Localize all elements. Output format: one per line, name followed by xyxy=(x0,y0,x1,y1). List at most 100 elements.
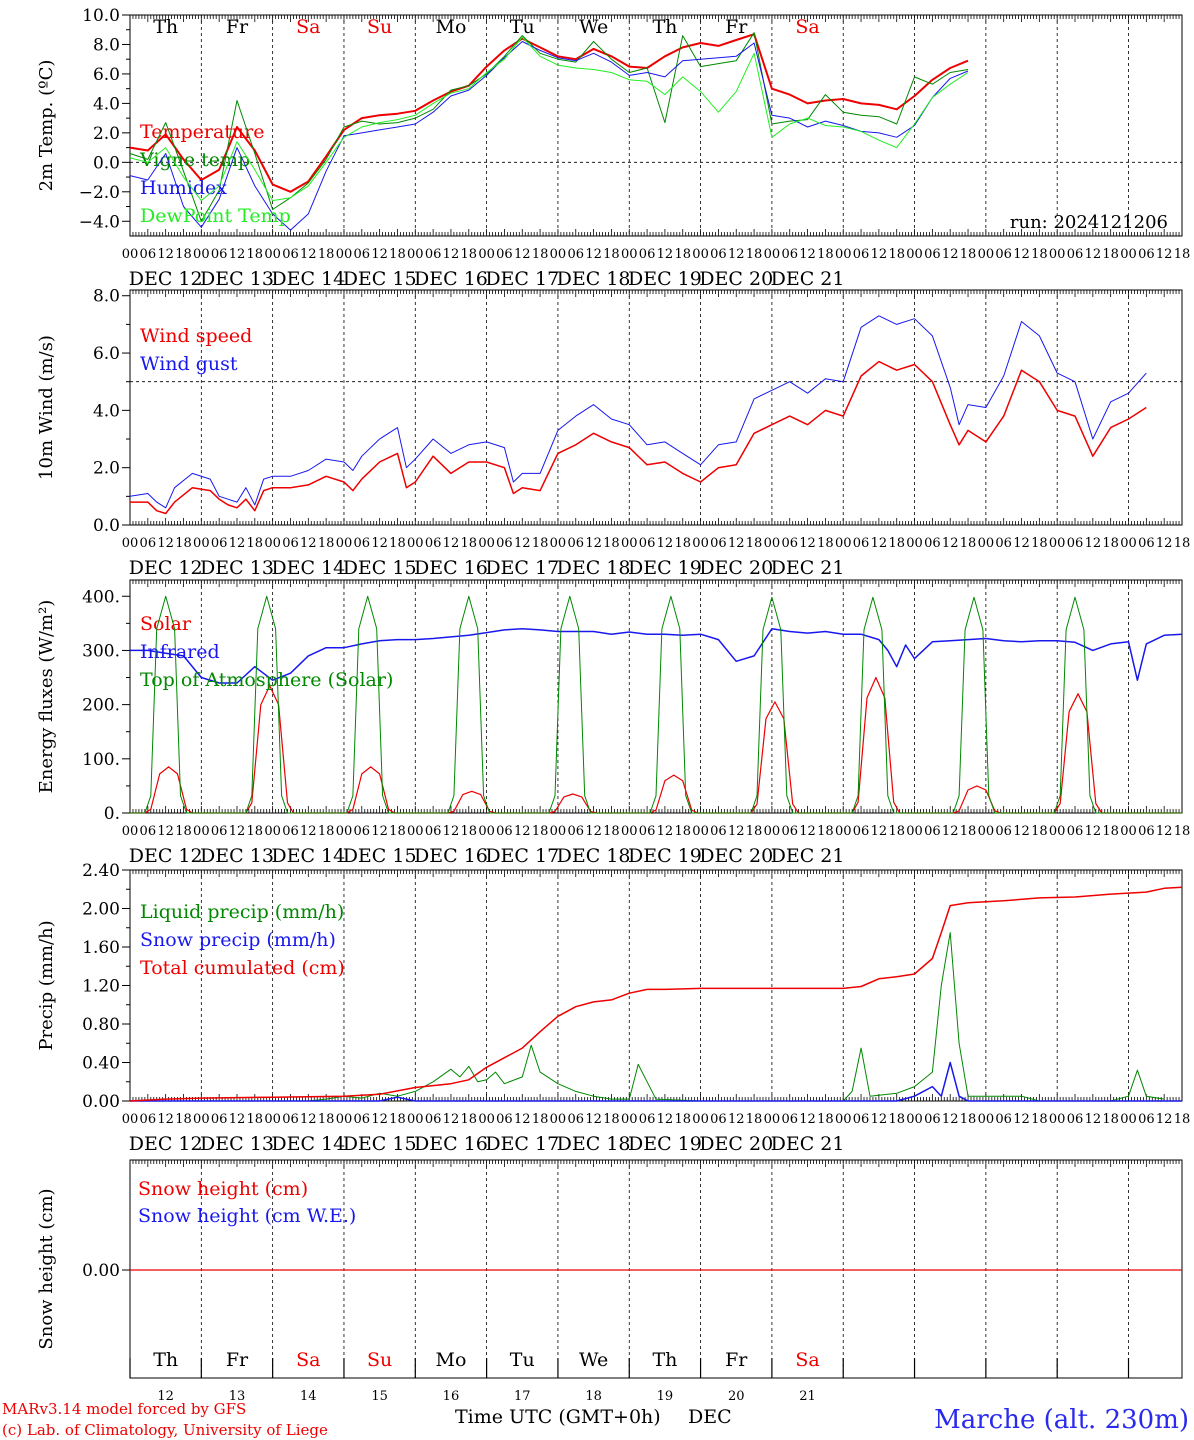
hour-tick-label: 00 xyxy=(407,247,424,262)
hour-tick-label: 06 xyxy=(211,536,228,551)
hour-tick-label: 18 xyxy=(603,247,620,262)
hour-tick-label: 12 xyxy=(1013,824,1030,839)
day-number-label: 20 xyxy=(728,1389,745,1404)
hour-tick-label: 06 xyxy=(853,247,870,262)
hour-tick-label: 18 xyxy=(461,247,478,262)
hour-tick-label: 00 xyxy=(122,247,139,262)
hour-tick-label: 06 xyxy=(282,247,299,262)
hour-tick-label: 00 xyxy=(550,247,567,262)
y-tick-label: 6.0 xyxy=(93,344,120,364)
date-label: DEC 12 xyxy=(129,557,203,579)
hour-tick-label: 12 xyxy=(585,247,602,262)
hour-tick-label: 12 xyxy=(300,1112,317,1127)
hour-tick-label: 00 xyxy=(835,1112,852,1127)
legend-entry: Total cumulated (cm) xyxy=(140,957,345,979)
legend-entry: Vigne temp xyxy=(139,149,250,171)
hour-tick-label: 12 xyxy=(799,824,816,839)
date-label: DEC 15 xyxy=(343,268,417,290)
hour-tick-label: 06 xyxy=(1138,536,1155,551)
hour-tick-label: 18 xyxy=(960,1112,977,1127)
hour-tick-label: 12 xyxy=(157,536,174,551)
hour-tick-label: 06 xyxy=(924,1112,941,1127)
hour-tick-label: 06 xyxy=(995,536,1012,551)
hour-tick-label: 12 xyxy=(300,824,317,839)
hour-tick-label: 06 xyxy=(425,247,442,262)
hour-tick-label: 18 xyxy=(532,536,549,551)
hour-tick-label: 18 xyxy=(389,1112,406,1127)
hour-tick-label: 18 xyxy=(1174,247,1191,262)
hour-tick-label: 06 xyxy=(1138,824,1155,839)
hour-tick-label: 12 xyxy=(514,247,531,262)
credit-model: MARv3.14 model forced by GFS xyxy=(2,1400,246,1418)
hour-tick-label: 12 xyxy=(585,1112,602,1127)
hour-tick-label: 18 xyxy=(247,536,264,551)
hour-tick-label: 00 xyxy=(621,824,638,839)
hour-tick-label: 06 xyxy=(924,536,941,551)
hour-tick-label: 00 xyxy=(1049,536,1066,551)
hour-tick-label: 12 xyxy=(942,536,959,551)
date-label: DEC 17 xyxy=(485,268,559,290)
y-tick-label: 1.20 xyxy=(82,977,120,997)
weekday-label: Th xyxy=(652,1349,677,1371)
weekday-label: Th xyxy=(153,16,178,38)
hour-tick-label: 18 xyxy=(746,247,763,262)
hour-tick-label: 06 xyxy=(1138,1112,1155,1127)
date-label: DEC 15 xyxy=(343,845,417,867)
date-label: DEC 19 xyxy=(628,1133,702,1155)
weekday-label: Th xyxy=(652,16,677,38)
hour-tick-label: 00 xyxy=(550,824,567,839)
hour-tick-label: 18 xyxy=(175,1112,192,1127)
hour-tick-label: 06 xyxy=(781,536,798,551)
hour-tick-label: 18 xyxy=(1102,247,1119,262)
y-tick-label: 0.0 xyxy=(93,153,120,173)
hour-tick-label: 00 xyxy=(692,247,709,262)
date-label: DEC 15 xyxy=(343,557,417,579)
date-label: DEC 17 xyxy=(485,557,559,579)
hour-tick-label: 18 xyxy=(888,536,905,551)
hour-tick-label: 06 xyxy=(282,1112,299,1127)
hour-tick-label: 12 xyxy=(799,1112,816,1127)
hour-tick-label: 00 xyxy=(978,1112,995,1127)
weekday-label: Sa xyxy=(795,16,819,38)
hour-tick-label: 06 xyxy=(639,247,656,262)
hour-tick-label: 12 xyxy=(371,247,388,262)
hour-tick-label: 06 xyxy=(354,536,371,551)
hour-tick-label: 12 xyxy=(1013,536,1030,551)
legend-entry: Snow height (cm) xyxy=(138,1178,308,1200)
day-number-label: 21 xyxy=(799,1389,816,1404)
hour-tick-label: 00 xyxy=(1120,824,1137,839)
y-tick-label: 2.0 xyxy=(93,459,120,479)
hour-tick-label: 12 xyxy=(1013,1112,1030,1127)
hour-tick-label: 12 xyxy=(728,536,745,551)
weekday-label: Th xyxy=(153,1349,178,1371)
hour-tick-label: 12 xyxy=(157,1112,174,1127)
date-label: DEC 16 xyxy=(414,845,488,867)
y-tick-label: 0. xyxy=(104,804,120,824)
hour-tick-label: 18 xyxy=(389,536,406,551)
run-annotation: run: 2024121206 xyxy=(1010,212,1168,233)
precip-panel: 2.40 2.00 1.60 1.20 0.80 0.40 0.00 Precip (mm/h… xyxy=(36,861,1190,1155)
hour-tick-label: 18 xyxy=(674,1112,691,1127)
hour-tick-label: 18 xyxy=(461,824,478,839)
temperature-panel: 10.0 8.0 6.0 4.0 2.0 0.0 −2.0 −4.0 2m Temp. (ºC)… xyxy=(36,6,1190,290)
date-label: DEC 20 xyxy=(699,268,773,290)
weekday-label: Tu xyxy=(510,1349,535,1371)
date-label: DEC 21 xyxy=(771,268,845,290)
hour-tick-label: 00 xyxy=(1049,1112,1066,1127)
hour-tick-label: 00 xyxy=(122,1112,139,1127)
hour-tick-label: 18 xyxy=(1102,1112,1119,1127)
hour-tick-label: 18 xyxy=(175,824,192,839)
weekday-label: Fr xyxy=(725,1349,748,1371)
hour-tick-label: 18 xyxy=(1174,824,1191,839)
legend-entry: Wind gust xyxy=(140,353,238,375)
date-label: DEC 20 xyxy=(699,845,773,867)
hour-tick-label: 12 xyxy=(157,247,174,262)
hour-tick-label: 06 xyxy=(354,247,371,262)
hour-tick-label: 12 xyxy=(1085,536,1102,551)
hour-tick-label: 00 xyxy=(764,1112,781,1127)
hour-tick-label: 00 xyxy=(407,1112,424,1127)
date-label: DEC 12 xyxy=(129,268,203,290)
hour-tick-label: 12 xyxy=(229,1112,246,1127)
hour-tick-label: 12 xyxy=(585,536,602,551)
date-label: DEC 21 xyxy=(771,557,845,579)
